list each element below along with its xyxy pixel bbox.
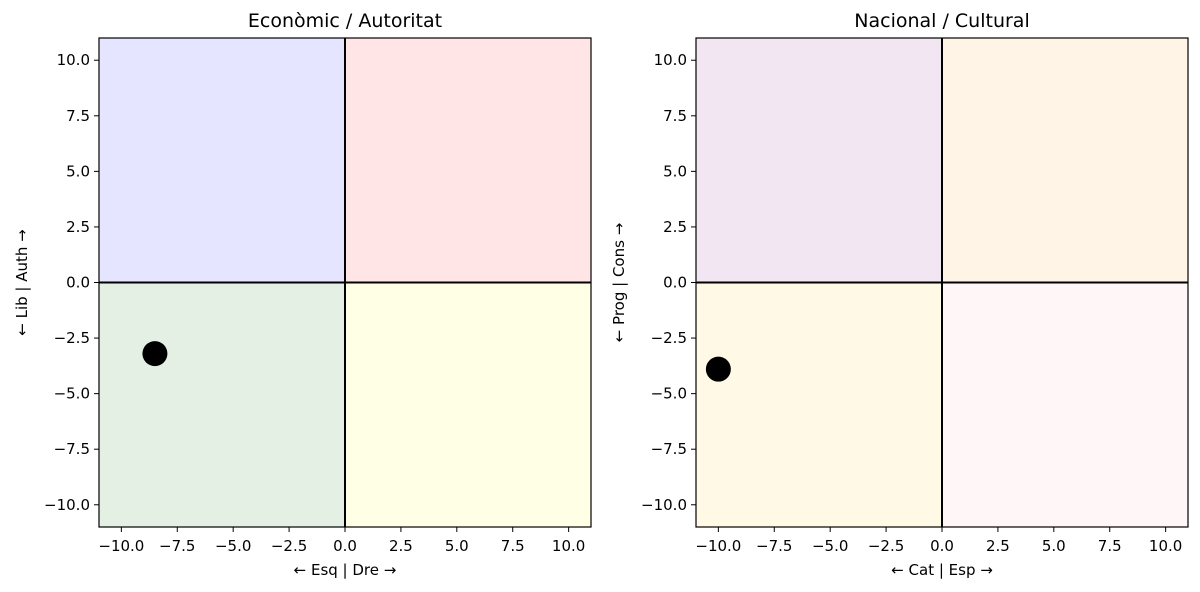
quadrant-top-right [345, 38, 591, 283]
chart-national-cultural: −10.0 −7.5 −5.0 −2.5 0.0 2.5 5.0 7.5 10.0 −10.0 −7… [610, 10, 1189, 579]
x-tick-label: 7.5 [1098, 537, 1122, 555]
x-tick-label: 5.0 [1042, 537, 1066, 555]
y-tick-label: −5.0 [651, 385, 687, 403]
quadrant-top-left [99, 38, 345, 283]
y-tick-label: 0.0 [66, 274, 90, 292]
y-tick-label: 5.0 [663, 162, 687, 180]
x-tick-label: −10.0 [695, 537, 741, 555]
x-axis-label: ← Esq | Dre → [294, 561, 397, 579]
chart-title: Nacional / Cultural [854, 10, 1029, 32]
data-point [142, 341, 168, 367]
quadrant-top-right [942, 38, 1188, 283]
y-tick-label: 2.5 [663, 218, 687, 236]
y-tick-label: −7.5 [54, 440, 90, 458]
x-tick-label: 7.5 [501, 537, 525, 555]
y-tick-label: −2.5 [54, 329, 90, 347]
x-tick-label: 2.5 [389, 537, 413, 555]
quadrant-bottom-left [696, 282, 942, 527]
quadrant-bottom-right [345, 282, 591, 527]
y-tick-label: −5.0 [54, 385, 90, 403]
y-tick-label: 5.0 [66, 162, 90, 180]
y-tick-label: −10.0 [44, 496, 90, 514]
x-tick-label: 0.0 [333, 537, 357, 555]
y-tick-label: −2.5 [651, 329, 687, 347]
quadrant-top-left [696, 38, 942, 283]
x-tick-label: −10.0 [98, 537, 144, 555]
x-tick-label: −5.0 [812, 537, 848, 555]
y-tick-label: 7.5 [66, 107, 90, 125]
x-axis-label: ← Cat | Esp → [891, 561, 993, 579]
x-tick-label: 5.0 [445, 537, 469, 555]
y-tick-label: 10.0 [654, 51, 687, 69]
chart-economic-authority: −10.0 −7.5 −5.0 −2.5 0.0 2.5 5.0 7.5 10.0 −10.0 −7… [13, 10, 592, 579]
x-tick-label: 10.0 [1149, 537, 1182, 555]
y-tick-label: 10.0 [57, 51, 90, 69]
y-tick-label: 7.5 [663, 107, 687, 125]
x-tick-label: 2.5 [986, 537, 1010, 555]
y-tick-label: −10.0 [641, 496, 687, 514]
data-point [705, 356, 731, 382]
x-tick-label: 0.0 [930, 537, 954, 555]
y-tick-label: 0.0 [663, 274, 687, 292]
chart-title: Econòmic / Autoritat [248, 10, 442, 32]
x-tick-label: 10.0 [552, 537, 585, 555]
quadrant-bottom-right [942, 282, 1188, 527]
y-axis-label: ← Lib | Auth → [13, 229, 31, 335]
y-tick-label: −7.5 [651, 440, 687, 458]
x-tick-label: −7.5 [756, 537, 792, 555]
x-tick-label: −2.5 [271, 537, 307, 555]
y-tick-label: 2.5 [66, 218, 90, 236]
quadrant-bottom-left [99, 282, 345, 527]
x-tick-label: −5.0 [215, 537, 251, 555]
x-tick-label: −2.5 [868, 537, 904, 555]
x-tick-label: −7.5 [159, 537, 195, 555]
y-axis-label: ← Prog | Cons → [610, 223, 628, 343]
